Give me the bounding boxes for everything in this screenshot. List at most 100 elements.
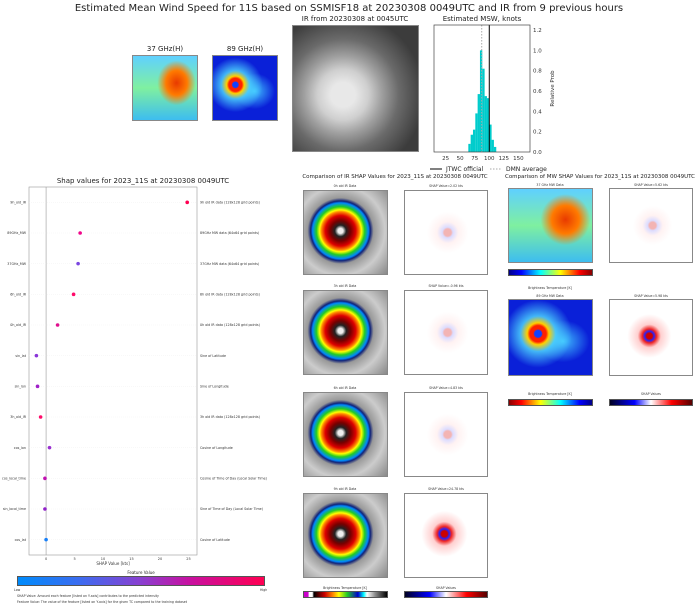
x-axis-label: SHAP Value [kts] [96,561,130,566]
ir-shap-title: SHAP Value=2.02 kts [429,184,463,188]
hist-title: Estimated MSW, knots [442,15,522,23]
shap-point [43,476,47,481]
feature-description: Sine of Time of Day (Local Solar Time) [200,507,263,511]
mw37-data-title: 37 GHz MW Data [536,183,564,187]
mw89-shap-title: SHAP Value=5.98 kts [634,294,668,298]
shap-point [34,353,39,358]
y-tick-label: 0.2 [533,130,542,136]
ir-brightness-colorbar [303,591,388,598]
x-tick-label: 75 [471,156,478,162]
feature-name: 3h_old_IR [10,415,26,419]
feature-description: 9h old IR data (128x128 grid points) [200,201,260,205]
y-axis-label: Relative Prob [550,70,556,107]
x-tick-label: 125 [499,156,510,162]
mw-shap-colorbar [609,399,693,406]
feature-description: Cosine of Longitude [200,446,233,450]
shap-point [35,384,40,389]
feature-description: Sine of Latitude [200,354,226,358]
shap-point [47,445,52,450]
shap-title: Shap values for 2023_11S at 20230308 004… [56,177,230,185]
mw-compare-title: Comparison of MW SHAP Values for 2023_11… [504,174,696,180]
mw-shap-cbar-label: SHAP Values [641,392,661,396]
hist-bar [479,50,483,152]
ir-data-image [303,290,388,375]
hist-bar [493,146,497,152]
hist-bar [475,113,478,152]
feature-name: 9h_old_IR [10,201,26,205]
feature-description: Cosine of Time of Day (Local Solar Time) [200,477,267,481]
y-tick-label: 1.0 [533,48,542,54]
x-tick-label: 25 [186,557,190,561]
hist-bar [472,129,476,152]
shap-chart: 9h_old_IR 9h old IR data (128x128 grid po… [2,186,267,566]
feature-colorbar [17,576,265,586]
x-tick-label: 20 [158,557,162,561]
ir-data-title: 9h old IR Data [333,487,357,491]
mw89-image [212,55,278,121]
ir-shap-image [404,190,488,275]
shap-point [38,415,43,419]
ir-shap-cbar-label: SHAP Values [436,586,456,590]
ir-shap-colorbar [404,591,488,598]
shap-point [76,261,80,266]
mw37-title: 37 GHz(H) [146,45,184,53]
feature-name: sin_local_time [3,507,26,511]
x-tick-label: 15 [129,557,133,561]
feature-name: sin_lat [15,354,26,358]
x-tick-label: 0 [45,557,47,561]
hist-bar [468,143,471,152]
note-shap: SHAP Value: Amount each feature [listed … [17,594,159,598]
ir-title: IR from 20230308 at 0045UTC [301,15,409,23]
feature-description: 89GHz MW data (64x64 grid points) [200,231,259,235]
feature-description: 0h old IR data (128x128 grid points) [200,323,260,327]
cbar-low: Low [14,588,21,592]
feature-name: cos_lon [14,446,26,450]
ir-shap-image [404,493,488,578]
x-tick-label: 25 [442,156,449,162]
legend-dmn-label: DMN average [506,166,547,173]
y-tick-label: 1.2 [533,28,542,34]
x-tick-label: 100 [484,156,495,162]
main-title: Estimated Mean Wind Speed for 11S based … [74,3,624,14]
shap-point [185,200,190,205]
mw89-title: 89 GHz(H) [226,45,264,53]
shap-axes [28,186,198,556]
ir-data-title: 3h old IR Data [333,284,357,288]
feature-description: Sine of Longitude [200,385,229,389]
ir-data-title: 0h old IR Data [333,184,357,188]
x-tick-label: 5 [73,557,75,561]
hist-bar [484,96,487,152]
legend-jtwc-label: JTWC official [445,166,484,173]
hist-bar [489,124,492,152]
feature-name: 89GHz_MW [7,231,26,235]
feature-description: 3h old IR data (128x128 grid points) [200,415,260,419]
mw89-colorbar [508,399,593,406]
ir-data-image [303,493,388,578]
ir-image [292,25,419,152]
mw37-data-image [508,188,593,263]
feature-name: 0h_old_IR [10,323,26,327]
x-tick-label: 150 [513,156,524,162]
hist-bar [482,68,485,152]
y-tick-label: 0.4 [533,109,542,115]
feature-description: 37GHz MW data (64x64 grid points) [200,262,259,266]
hist-bar [486,98,490,152]
ir-data-title: 6h old IR Data [333,386,357,390]
shap-point [71,292,76,297]
ir-cbar-label: Brightness Temperature [K] [323,586,367,590]
feature-name: 37GHz_MW [7,262,26,266]
y-tick-label: 0.8 [533,69,542,75]
mw89-cbar-label: Brightness Temperature [K] [528,392,572,396]
shap-point [44,537,48,542]
ir-shap-image [404,392,488,477]
hist-bar [491,139,494,152]
feature-name: cos_local_time [2,477,26,481]
mw37-shap-image [609,188,693,263]
note-feature: Feature Value: The value of the feature … [17,600,187,604]
mw37-image [132,55,198,121]
hist-bar [477,94,480,152]
x-tick-label: 10 [101,557,105,561]
shap-point [43,507,47,511]
feature-description: Cosine of Latitude [200,538,230,542]
ir-shap-title: SHAP Value=-0.96 kts [428,284,464,288]
